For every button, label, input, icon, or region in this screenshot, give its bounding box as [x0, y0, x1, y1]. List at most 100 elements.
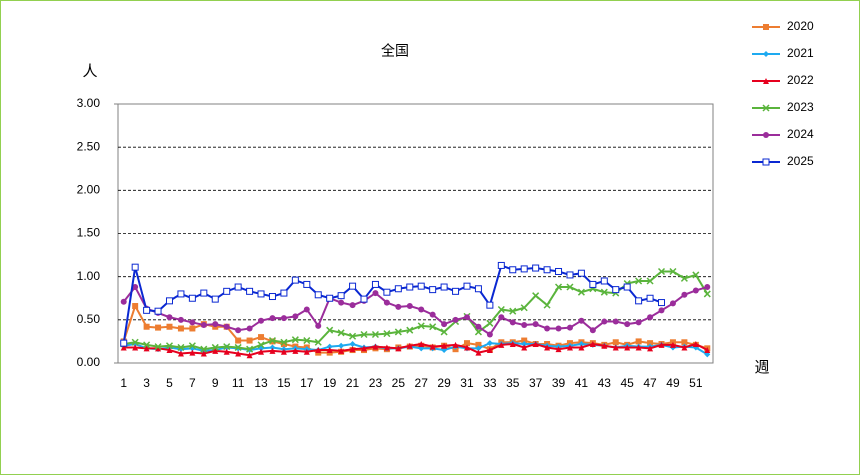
data-point: [704, 284, 711, 291]
data-point: [280, 338, 288, 346]
data-point: [601, 342, 608, 349]
data-point: [521, 344, 528, 351]
data-point: [554, 283, 563, 291]
data-point: [200, 345, 208, 353]
data-point: [680, 274, 688, 282]
data-point: [166, 347, 173, 354]
data-point: [395, 345, 402, 352]
data-point: [269, 347, 276, 354]
x-tick-label: 25: [392, 376, 406, 390]
data-point: [704, 347, 711, 354]
data-point: [589, 327, 596, 334]
data-point: [555, 325, 562, 332]
data-point: [360, 330, 368, 339]
data-point: [383, 288, 391, 296]
data-point: [338, 342, 345, 349]
data-point: [132, 303, 139, 310]
y-tick-label: 2.00: [77, 183, 101, 197]
data-point: [394, 328, 402, 336]
data-point: [291, 276, 299, 284]
x-tick-label: 43: [598, 376, 612, 390]
data-point: [383, 299, 390, 306]
x-tick-label: 41: [575, 376, 589, 390]
data-point: [612, 339, 619, 346]
data-point: [177, 343, 185, 351]
data-point: [257, 290, 265, 298]
data-point: [417, 322, 425, 330]
data-point: [474, 328, 482, 336]
data-point: [360, 295, 368, 303]
data-point: [337, 292, 345, 300]
data-point: [132, 284, 139, 291]
y-tick-label: 1.00: [77, 269, 101, 283]
data-point: [269, 344, 276, 351]
data-point: [532, 341, 539, 348]
data-point: [349, 341, 356, 348]
data-point: [223, 323, 230, 330]
data-point: [372, 290, 379, 297]
data-point: [143, 345, 150, 352]
data-point: [120, 339, 128, 347]
x-tick-label: 15: [277, 376, 291, 390]
data-point: [635, 297, 643, 305]
legend-label: 2021: [787, 46, 814, 60]
data-point: [635, 338, 642, 345]
data-point: [131, 338, 139, 346]
data-point: [692, 287, 699, 294]
data-point: [635, 319, 642, 326]
data-point: [223, 343, 231, 351]
data-point: [188, 342, 196, 350]
data-point: [188, 294, 196, 302]
data-point: [452, 341, 459, 348]
data-point: [681, 344, 688, 351]
data-point: [326, 294, 334, 302]
data-point: [155, 345, 162, 352]
data-point: [235, 327, 242, 334]
x-tick-label: 45: [621, 376, 635, 390]
data-point: [544, 325, 551, 332]
legend-marker: [763, 24, 769, 30]
data-point: [566, 271, 574, 279]
data-point: [474, 285, 482, 293]
data-point: [578, 341, 585, 348]
data-point: [578, 317, 585, 324]
y-tick-label: 0.00: [77, 355, 101, 369]
data-point: [291, 336, 299, 344]
y-tick-label: 1.50: [77, 226, 101, 240]
legend-label: 2020: [787, 19, 814, 33]
data-point: [303, 348, 310, 355]
data-point: [258, 317, 265, 324]
data-point: [647, 345, 654, 352]
data-point: [463, 340, 470, 347]
data-point: [612, 318, 619, 325]
data-point: [338, 347, 345, 354]
data-point: [498, 341, 505, 348]
data-point: [246, 325, 253, 332]
x-tick-label: 21: [346, 376, 360, 390]
x-tick-label: 35: [506, 376, 520, 390]
data-point: [315, 322, 322, 329]
data-point: [647, 340, 654, 347]
data-point: [532, 264, 540, 272]
data-point: [406, 303, 413, 310]
data-point: [521, 341, 528, 348]
legend-marker: [763, 78, 769, 84]
data-point: [646, 294, 654, 302]
data-point: [681, 339, 688, 346]
data-point: [589, 341, 596, 348]
legend-marker: [763, 132, 769, 138]
data-point: [120, 298, 127, 305]
data-point: [326, 347, 333, 354]
data-point: [612, 344, 619, 351]
data-point: [601, 318, 608, 325]
data-point: [132, 344, 139, 351]
legend-label: 2022: [787, 73, 814, 87]
data-point: [280, 289, 288, 297]
data-point: [658, 307, 665, 314]
data-point: [326, 343, 333, 350]
data-point: [235, 337, 242, 344]
x-tick-label: 23: [369, 376, 383, 390]
data-point: [143, 306, 151, 314]
data-point: [246, 345, 254, 353]
